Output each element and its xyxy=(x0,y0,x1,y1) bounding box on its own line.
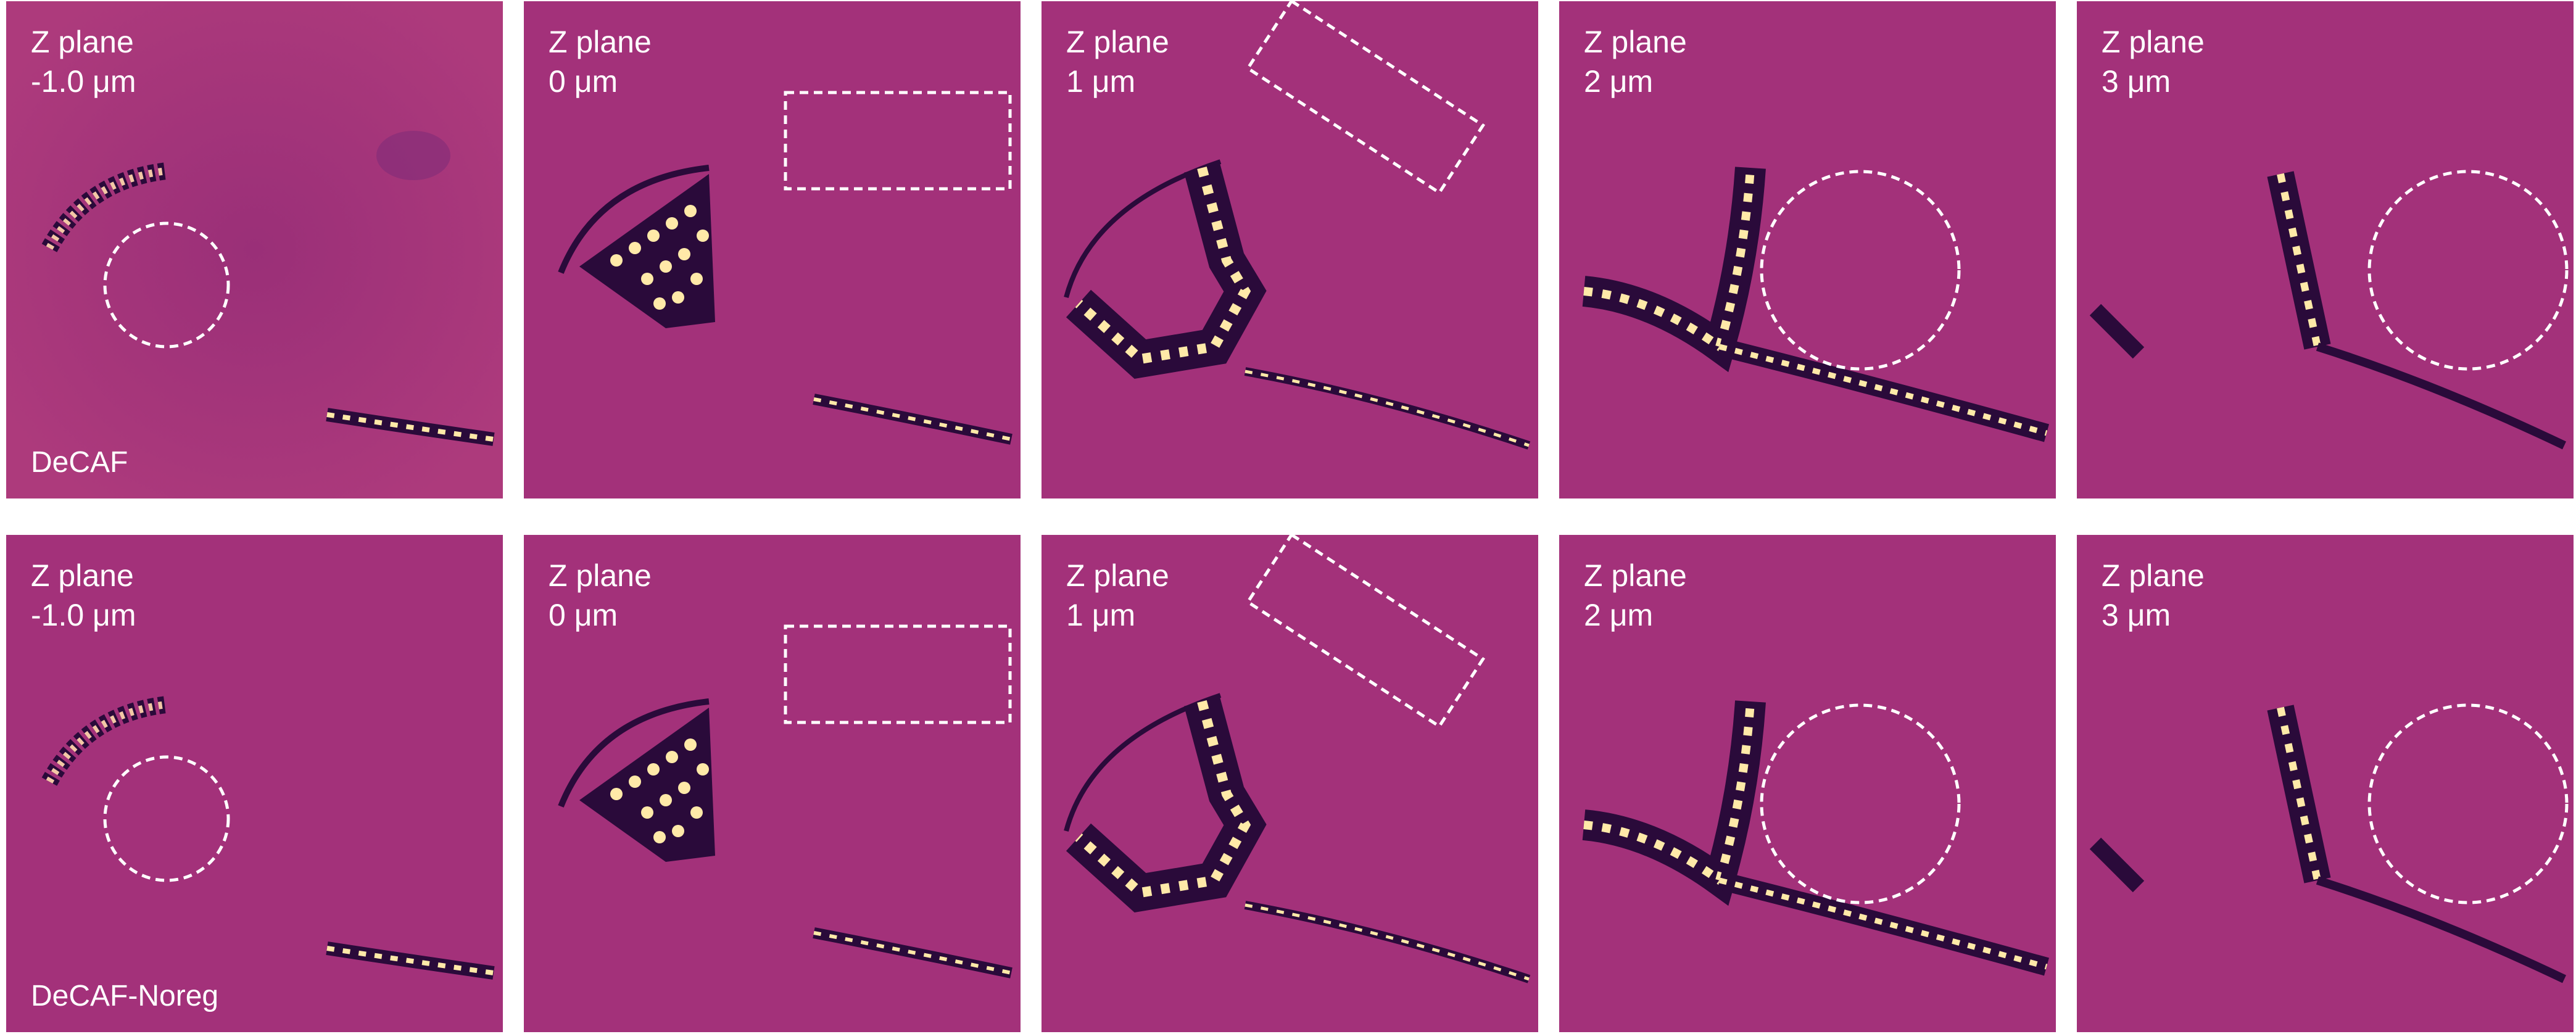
z-plane-value: 3 μm xyxy=(2102,598,2171,632)
z-plane-label: Z plane 1 μm xyxy=(1066,556,1169,635)
z-plane-label: Z plane 3 μm xyxy=(2102,22,2205,101)
z-plane-title: Z plane xyxy=(1066,558,1169,593)
z-plane-value: 1 μm xyxy=(1066,64,1136,99)
method-label: DeCAF xyxy=(31,446,128,479)
z-plane-title: Z plane xyxy=(549,25,652,59)
z-plane-label: Z plane -1.0 μm xyxy=(31,556,136,635)
z-plane-value: 2 μm xyxy=(1584,64,1654,99)
method-label: DeCAF-Noreg xyxy=(31,980,219,1012)
z-plane-title: Z plane xyxy=(549,558,652,593)
panel-r2-c5: Z plane 3 μm xyxy=(2077,535,2574,1032)
z-plane-value: 1 μm xyxy=(1066,598,1136,632)
panel-r1-c1: Z plane -1.0 μm DeCAF xyxy=(6,1,503,498)
microscopy-image xyxy=(524,535,1021,1032)
z-plane-label: Z plane 2 μm xyxy=(1584,556,1687,635)
panel-r1-c4: Z plane 2 μm xyxy=(1559,1,2056,498)
z-plane-title: Z plane xyxy=(1584,25,1687,59)
panel-r2-c2: Z plane 0 μm xyxy=(524,535,1021,1032)
microscopy-image xyxy=(6,535,503,1032)
microscopy-image xyxy=(1559,1,2056,498)
z-plane-title: Z plane xyxy=(2102,558,2205,593)
panel-r2-c3: Z plane 1 μm xyxy=(1042,535,1538,1032)
panel-r2-c4: Z plane 2 μm xyxy=(1559,535,2056,1032)
z-plane-value: -1.0 μm xyxy=(31,64,136,99)
microscopy-image xyxy=(6,1,503,498)
z-plane-label: Z plane 0 μm xyxy=(549,22,652,101)
panel-r1-c3: Z plane 1 μm xyxy=(1042,1,1538,498)
z-plane-label: Z plane -1.0 μm xyxy=(31,22,136,101)
z-plane-title: Z plane xyxy=(2102,25,2205,59)
z-plane-title: Z plane xyxy=(31,558,134,593)
z-plane-value: 0 μm xyxy=(549,598,618,632)
z-plane-value: -1.0 μm xyxy=(31,598,136,632)
z-plane-value: 2 μm xyxy=(1584,598,1654,632)
z-plane-title: Z plane xyxy=(1584,558,1687,593)
microscopy-image xyxy=(524,1,1021,498)
z-plane-title: Z plane xyxy=(31,25,134,59)
z-plane-value: 3 μm xyxy=(2102,64,2171,99)
panel-r1-c2: Z plane 0 μm xyxy=(524,1,1021,498)
z-plane-label: Z plane 1 μm xyxy=(1066,22,1169,101)
panel-r1-c5: Z plane 3 μm xyxy=(2077,1,2574,498)
z-plane-label: Z plane 2 μm xyxy=(1584,22,1687,101)
z-plane-value: 0 μm xyxy=(549,64,618,99)
panel-r2-c1: Z plane -1.0 μm DeCAF-Noreg xyxy=(6,535,503,1032)
z-plane-title: Z plane xyxy=(1066,25,1169,59)
z-plane-label: Z plane 3 μm xyxy=(2102,556,2205,635)
z-plane-label: Z plane 0 μm xyxy=(549,556,652,635)
